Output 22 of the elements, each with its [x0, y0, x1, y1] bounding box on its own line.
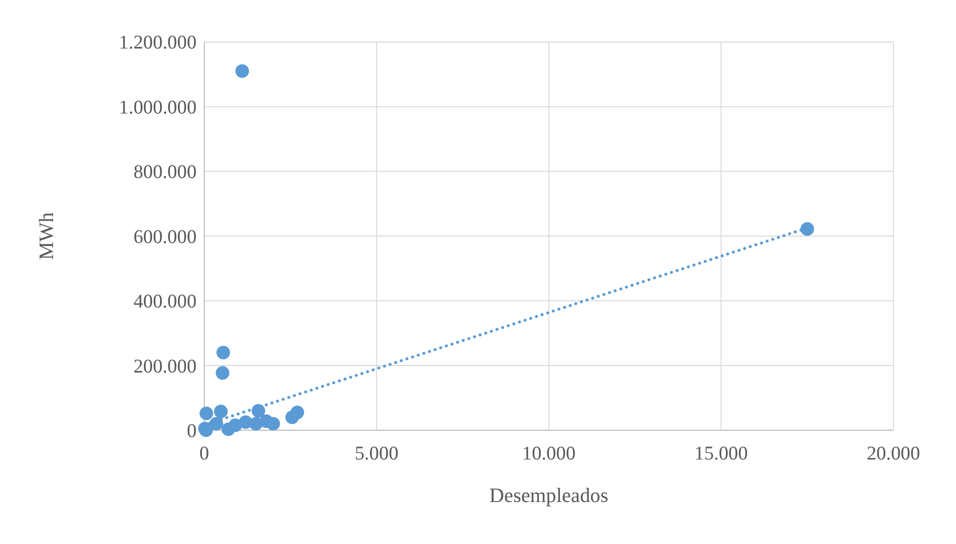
point — [222, 422, 236, 436]
x-tick-label: 20.000 — [866, 443, 920, 464]
point — [285, 410, 299, 424]
point — [200, 406, 214, 420]
point — [235, 64, 249, 78]
x-tick-label: 10.000 — [522, 443, 576, 464]
y-tick-label: 1.200.000 — [118, 32, 197, 54]
point — [216, 346, 230, 360]
y-tick-label: 800.000 — [133, 162, 197, 184]
y-tick-label: 400.000 — [133, 292, 197, 313]
y-axis-title: MWh — [36, 212, 58, 260]
x-tick-label: 5.000 — [354, 443, 398, 464]
y-tick-label: 600.000 — [133, 226, 197, 248]
point — [214, 404, 228, 418]
y-tick-label: 1.000.000 — [118, 97, 197, 118]
point — [800, 222, 814, 236]
y-tick-label: 200.000 — [133, 356, 197, 378]
x-tick-label: 15.000 — [694, 443, 748, 464]
x-axis-title: Desempleados — [489, 485, 608, 508]
point — [216, 366, 230, 380]
point — [260, 414, 274, 428]
y-tick-label: 0 — [186, 421, 197, 442]
